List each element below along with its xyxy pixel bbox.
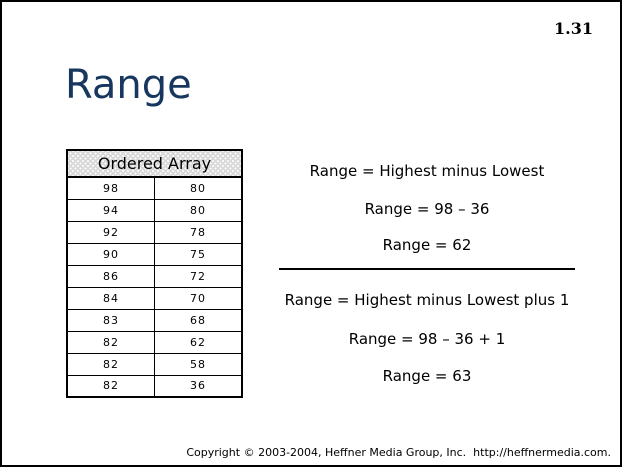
table-header: Ordered Array [66, 149, 243, 178]
range-result: Range = 62 [382, 236, 472, 254]
range-plus-one-result: Range = 63 [382, 367, 472, 385]
table-cell: 86 [66, 264, 155, 288]
range-calculations: Range = Highest minus Lowest Range = 98 … [262, 2, 592, 465]
table-row: 82 58 [66, 352, 243, 376]
table-row: 82 62 [66, 330, 243, 354]
range-substitution: Range = 98 – 36 [364, 200, 490, 218]
table-cell: 62 [154, 330, 243, 354]
range-plus-one-substitution: Range = 98 – 36 + 1 [348, 330, 506, 348]
table-cell: 82 [66, 374, 155, 398]
table-cell: 68 [154, 308, 243, 332]
table-cell: 84 [66, 286, 155, 310]
table-cell: 58 [154, 352, 243, 376]
ordered-array-table: Ordered Array 98 80 94 80 92 78 90 75 86 [66, 149, 243, 398]
table-cell: 82 [66, 330, 155, 354]
table-cell: 83 [66, 308, 155, 332]
table-cell: 36 [154, 374, 243, 398]
table-cell: 72 [154, 264, 243, 288]
table-cell: 80 [154, 198, 243, 222]
table-row: 84 70 [66, 286, 243, 310]
table-cell: 75 [154, 242, 243, 266]
table-cell: 90 [66, 242, 155, 266]
table-cell: 98 [66, 176, 155, 200]
table-cell: 94 [66, 198, 155, 222]
section-divider [279, 268, 575, 270]
table-row: 94 80 [66, 198, 243, 222]
table-header-row: Ordered Array [66, 149, 243, 178]
table-row: 90 75 [66, 242, 243, 266]
table-cell: 70 [154, 286, 243, 310]
table-cell: 92 [66, 220, 155, 244]
table-row: 83 68 [66, 308, 243, 332]
range-formula: Range = Highest minus Lowest [309, 162, 545, 180]
range-plus-one-formula: Range = Highest minus Lowest plus 1 [284, 291, 570, 309]
table-cell: 80 [154, 176, 243, 200]
slide-number: 1.31 [554, 19, 593, 38]
table-row: 98 80 [66, 176, 243, 200]
table-cell: 82 [66, 352, 155, 376]
table-row: 92 78 [66, 220, 243, 244]
table-row: 86 72 [66, 264, 243, 288]
copyright-footer: Copyright © 2003-2004, Heffner Media Gro… [186, 446, 611, 459]
page-title: Range [65, 62, 192, 108]
table-cell: 78 [154, 220, 243, 244]
table-row: 82 36 [66, 374, 243, 398]
